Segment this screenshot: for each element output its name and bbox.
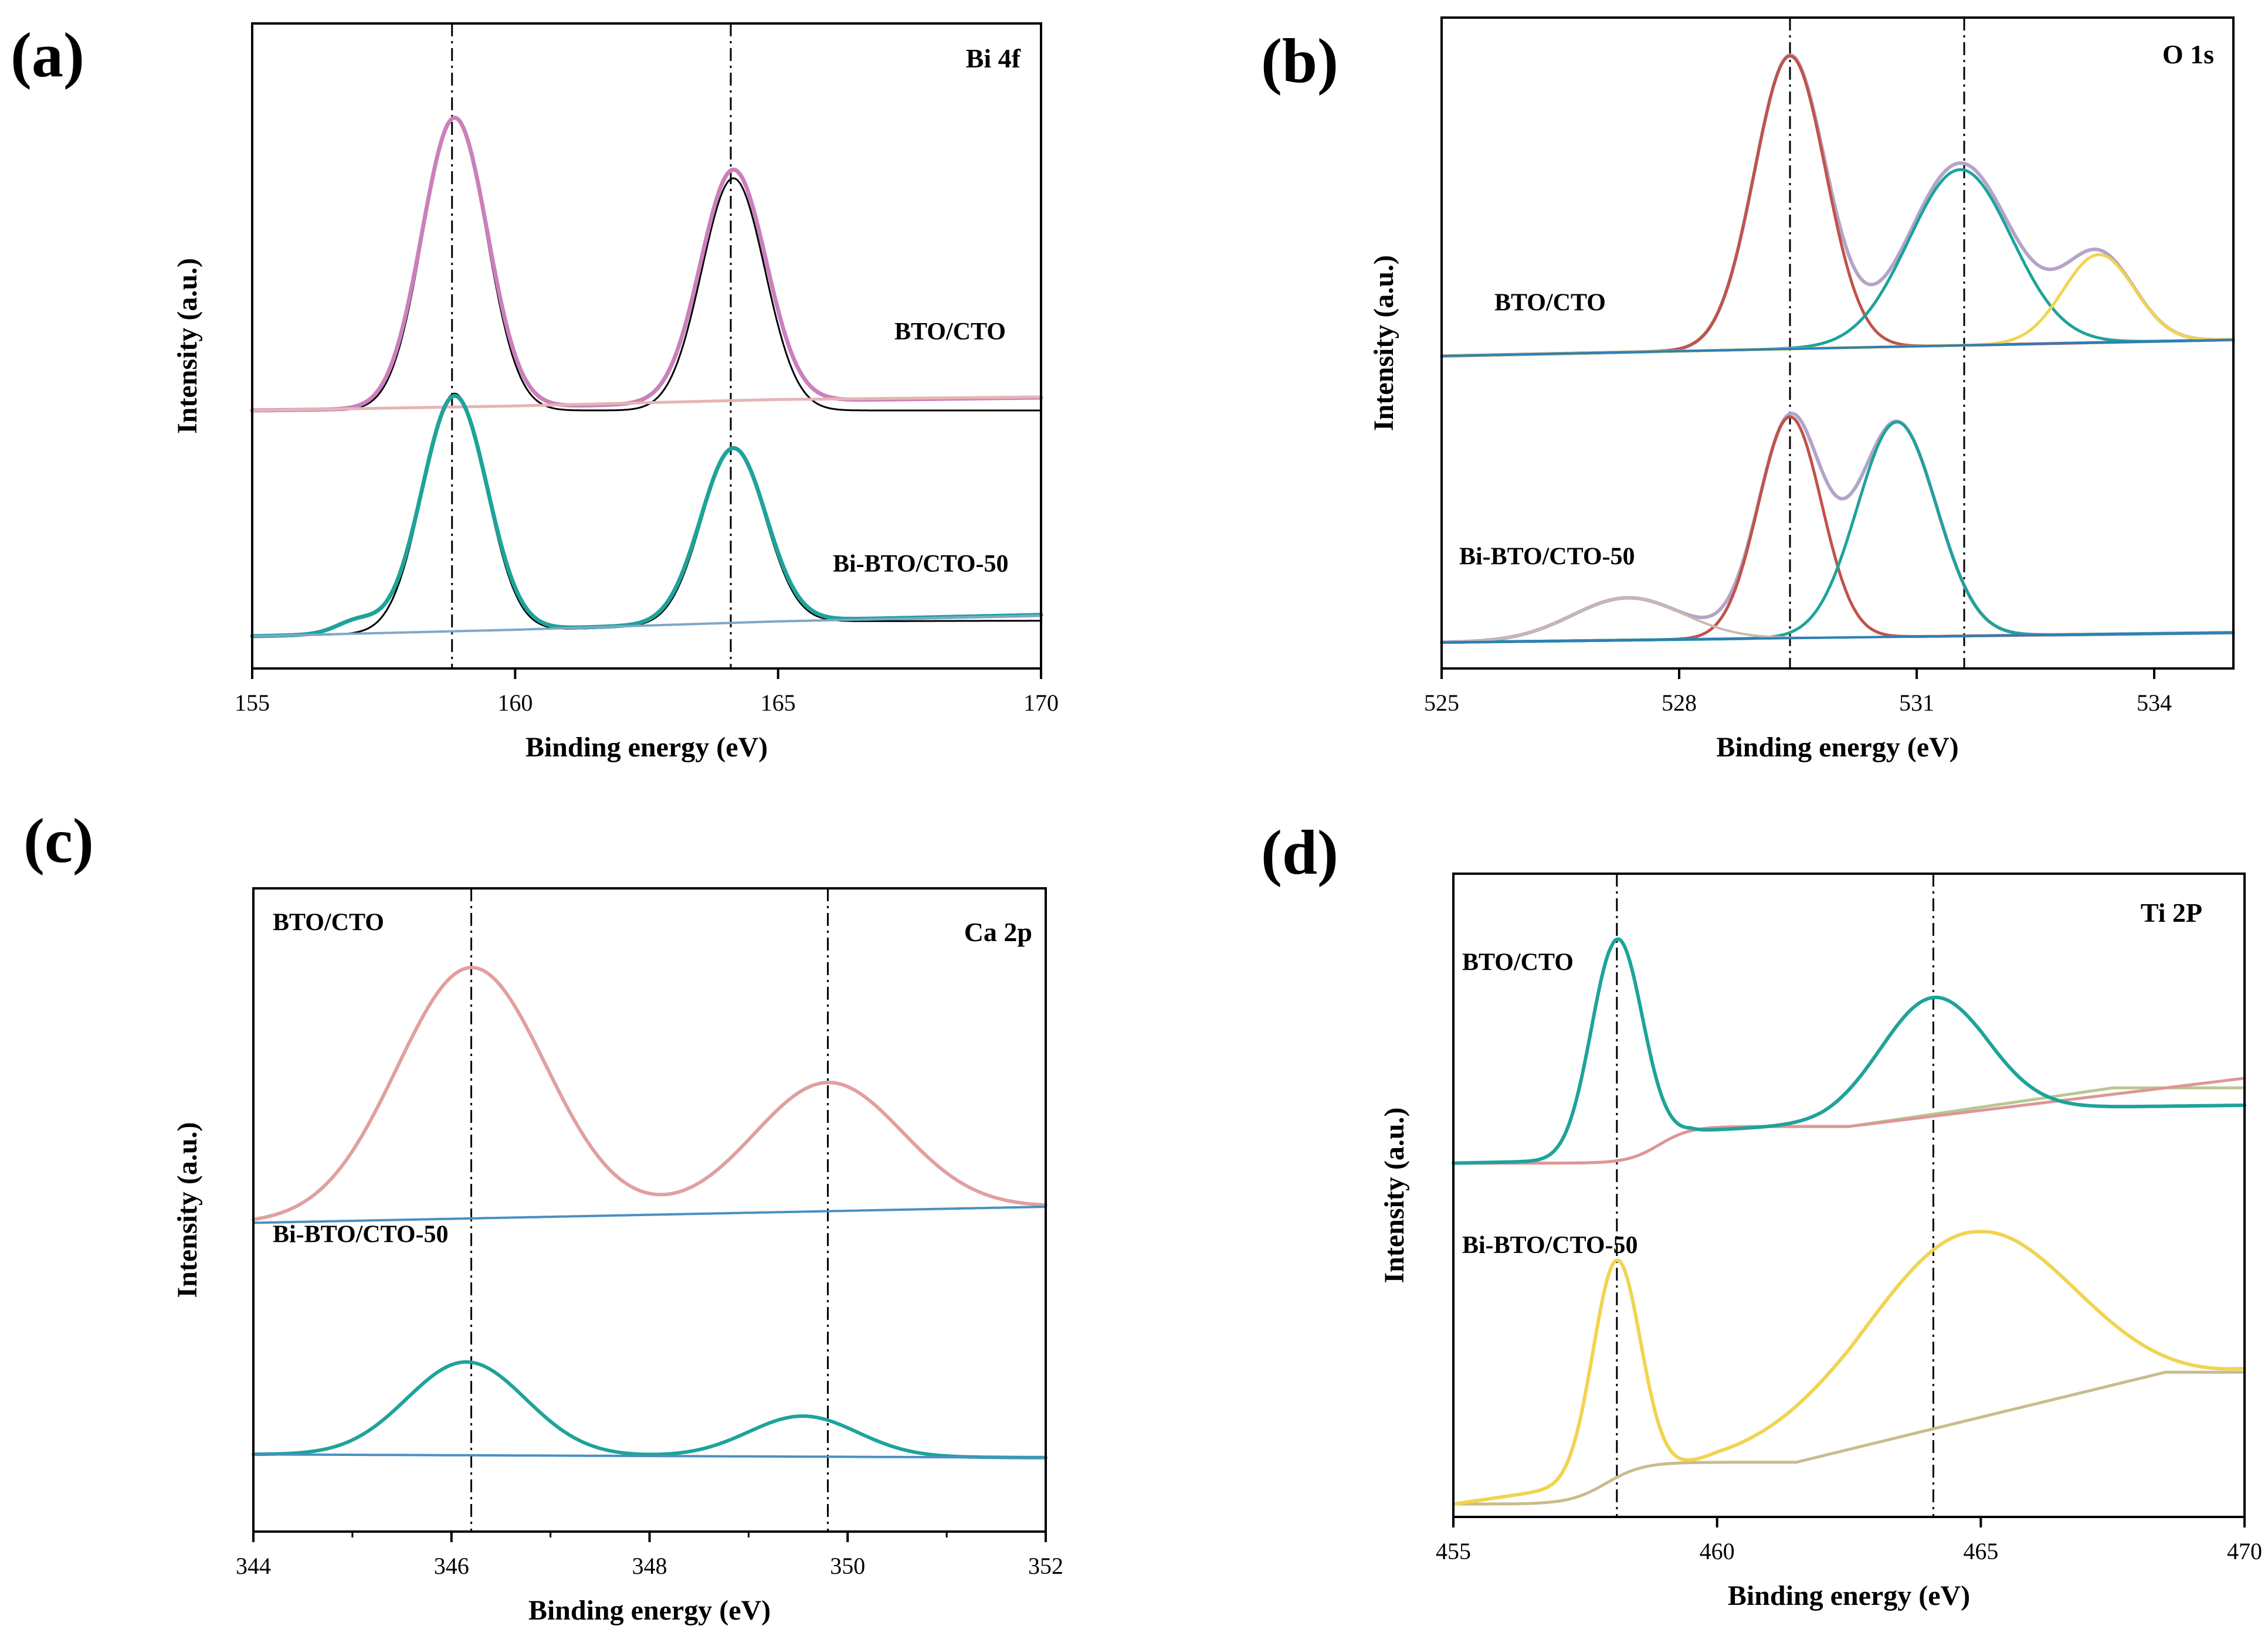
series-line [1440, 632, 2235, 644]
y-axis-label: Intensity (a.u.) [1379, 1107, 1410, 1283]
x-tick-label: 346 [434, 1553, 469, 1579]
x-tick-label: 160 [497, 690, 533, 716]
x-tick-label: 155 [235, 690, 270, 716]
x-tick-label: 455 [1436, 1538, 1471, 1564]
x-tick-label: 348 [632, 1553, 667, 1579]
series-line [1452, 1370, 2246, 1506]
x-tick-label: 531 [1899, 690, 1934, 716]
sample-label: BTO/CTO [1462, 949, 1574, 976]
series-line [1452, 1077, 2246, 1165]
series-line [251, 116, 1042, 412]
sample-label: BTO/CTO [894, 318, 1006, 345]
axes-frame [1452, 873, 2246, 1518]
element-label: O 1s [2162, 39, 2214, 69]
y-axis-label: Intensity (a.u.) [172, 258, 203, 434]
panel-b: (b) 525 528 531 534 Binding energy (eV) Intens… [1261, 16, 2235, 763]
y-axis-label: Intensity (a.u.) [1368, 255, 1399, 431]
series-line [252, 1206, 1047, 1224]
sample-label: Bi-BTO/CTO-50 [1462, 1232, 1638, 1259]
x-tick-label: 465 [1963, 1538, 1998, 1564]
x-tick-label: 170 [1023, 690, 1059, 716]
series-line [1440, 420, 2235, 644]
series-line [252, 1453, 1047, 1459]
sample-label: Bi-BTO/CTO-50 [1459, 543, 1635, 570]
panel-letter: (b) [1261, 26, 1338, 96]
x-tick-label: 470 [2227, 1538, 2262, 1564]
panel-d: (d) 455 460 465 470 Binding energy (eV) Intens… [1261, 818, 2262, 1611]
x-axis-label: Binding energy (eV) [1716, 732, 1958, 763]
series-line [1440, 338, 2235, 358]
panel-letter: (a) [11, 21, 84, 90]
series-line [1452, 937, 2246, 1165]
x-axis-label: Binding energy (eV) [528, 1595, 771, 1626]
x-tick-label: 460 [1700, 1538, 1735, 1564]
series-line [252, 1360, 1047, 1459]
x-tick-label: 344 [236, 1553, 271, 1579]
sample-label: BTO/CTO [273, 909, 384, 936]
series-line [250, 393, 1043, 639]
panel-c: (c) 344 346 348 350 352 Binding energy (eV) Int… [23, 806, 1063, 1626]
axes-frame [1440, 16, 2235, 670]
series-line [1440, 415, 2235, 644]
series-line [250, 395, 1043, 412]
series-line [252, 966, 1047, 1221]
x-tick-label: 165 [761, 690, 796, 716]
series-line [1440, 412, 2235, 644]
sample-label: BTO/CTO [1494, 290, 1606, 317]
axes-frame [251, 22, 1042, 670]
panel-letter: (c) [23, 806, 94, 876]
y-axis-label: Intensity (a.u.) [172, 1122, 203, 1298]
x-tick-label: 352 [1028, 1553, 1063, 1579]
x-axis-label: Binding energy (eV) [1728, 1580, 1970, 1611]
element-label: Ca 2p [964, 917, 1032, 947]
series-line [250, 116, 1043, 413]
element-label: Ti 2P [2141, 898, 2202, 928]
series-line [1452, 1230, 2246, 1506]
x-axis-label: Binding energy (eV) [526, 732, 768, 763]
x-tick-label: 534 [2137, 690, 2172, 716]
panel-a: (a) 155 160 165 170 Binding energy (eV) Intens… [11, 21, 1059, 763]
series-line [251, 392, 1042, 637]
x-tick-label: 350 [830, 1553, 865, 1579]
x-tick-label: 525 [1424, 690, 1459, 716]
sample-label: Bi-BTO/CTO-50 [273, 1221, 449, 1248]
series-line [251, 614, 1042, 637]
x-tick-label: 528 [1662, 690, 1697, 716]
element-label: Bi 4f [966, 43, 1021, 73]
panel-letter: (d) [1261, 818, 1338, 888]
sample-label: Bi-BTO/CTO-50 [833, 551, 1009, 578]
